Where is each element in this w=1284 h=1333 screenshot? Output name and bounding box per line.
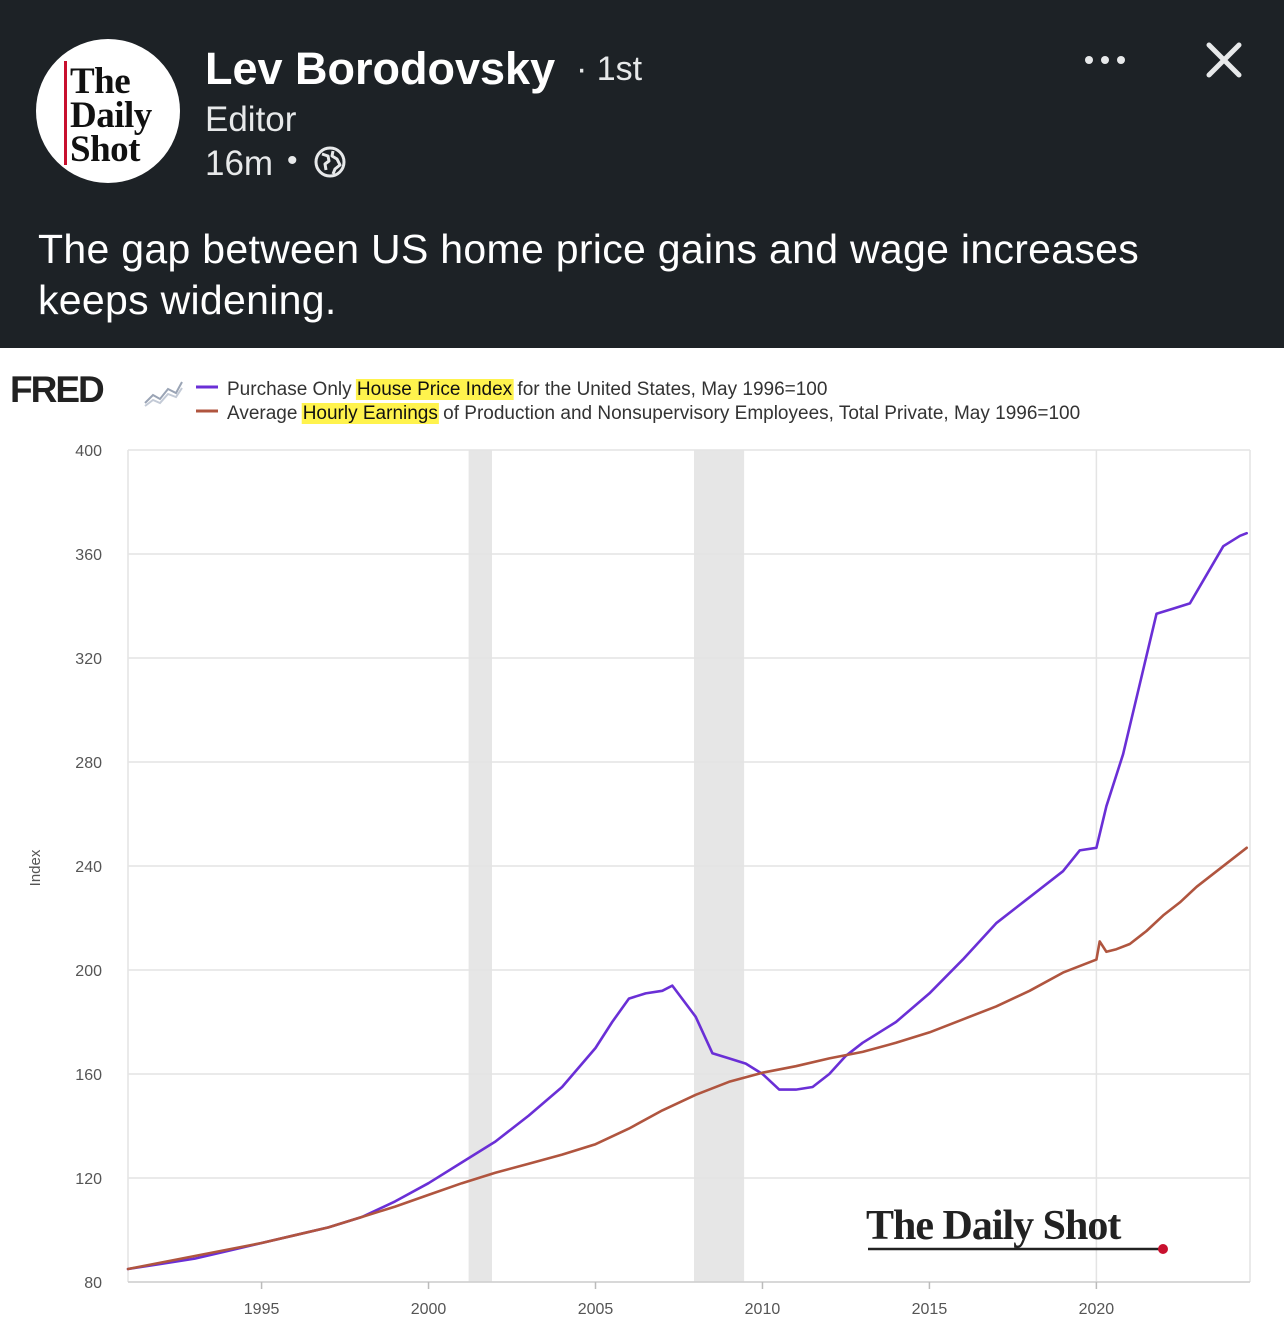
watermark-red-dot: [1158, 1244, 1168, 1254]
avatar-text-line: The: [70, 61, 131, 102]
y-tick-label: 200: [75, 963, 102, 980]
y-tick-label: 80: [84, 1275, 102, 1292]
avatar-text-line: Shot: [70, 129, 140, 170]
legend-highlight: House Price Index: [357, 379, 513, 400]
legend-highlight: Hourly Earnings: [303, 403, 438, 424]
x-tick-label: 2015: [912, 1301, 948, 1318]
x-tick-label: 2000: [411, 1301, 447, 1318]
legend-highlight-marker: [355, 379, 514, 400]
author-title: Editor: [205, 100, 297, 139]
post-timestamp: 16m: [205, 144, 274, 183]
author-name[interactable]: Lev Borodovsky: [205, 43, 556, 94]
watermark-text: The Daily Shot: [866, 1203, 1121, 1249]
x-tick-label: 2020: [1079, 1301, 1115, 1318]
author-avatar[interactable]: The Daily Shot: [36, 39, 180, 183]
legend-label-house-price: Purchase Only House Price Index for the …: [227, 379, 827, 400]
fred-line-chart: 80 120 160 200 240 280 320 360 400 1995 2000 2005 20…: [10, 369, 1251, 1318]
legend-highlight-marker: [301, 403, 439, 424]
x-tick-label: 2010: [745, 1301, 781, 1318]
chart-image[interactable]: 80 120 160 200 240 280 320 360 400 1995 2000 2005 20…: [0, 348, 1284, 1333]
series-line-house-price: [126, 531, 1248, 1271]
legend-text: of Production and Nonsupervisory Employe…: [438, 403, 1080, 424]
y-tick-label: 160: [75, 1067, 102, 1084]
legend-text: Purchase Only: [227, 379, 357, 400]
gridlines: [127, 449, 1251, 1283]
y-axis-label: Index: [27, 849, 44, 886]
legend: Purchase Only House Price Index for the …: [196, 379, 1080, 424]
legend-text: Average: [227, 403, 303, 424]
legend-label-hourly-earnings: Average Hourly Earnings of Production an…: [227, 403, 1080, 424]
avatar-text-line: Daily: [70, 95, 152, 136]
series-lines: [126, 531, 1248, 1271]
watermark: The Daily Shot: [866, 1203, 1168, 1254]
y-tick-label: 400: [75, 443, 102, 460]
y-tick-label: 120: [75, 1171, 102, 1188]
y-tick-label: 320: [75, 651, 102, 668]
globe-icon: [314, 146, 346, 178]
y-tick-label: 240: [75, 859, 102, 876]
fred-logo-chart-icon: [144, 381, 183, 407]
avatar-red-rule: [64, 61, 67, 165]
y-tick-label: 360: [75, 547, 102, 564]
fred-logo: FRED: [10, 369, 104, 410]
axes: 80 120 160 200 240 280 320 360 400 1995 2000 2005 20…: [75, 443, 1250, 1318]
timestamp-separator: •: [287, 144, 298, 177]
y-tick-label: 280: [75, 755, 102, 772]
post-text: The gap between US home price gains and …: [38, 226, 1140, 323]
legend-text: for the United States, May 1996=100: [512, 379, 827, 400]
series-line-hourly-earnings: [126, 846, 1248, 1271]
more-horizontal-icon[interactable]: [1082, 50, 1128, 70]
close-icon[interactable]: [1204, 40, 1244, 80]
x-tick-label: 1995: [244, 1301, 280, 1318]
post-header: The Daily Shot Lev Borodovsky · 1st Edit…: [0, 0, 1284, 200]
x-tick-label: 2005: [578, 1301, 614, 1318]
connection-degree: · 1st: [576, 50, 643, 88]
